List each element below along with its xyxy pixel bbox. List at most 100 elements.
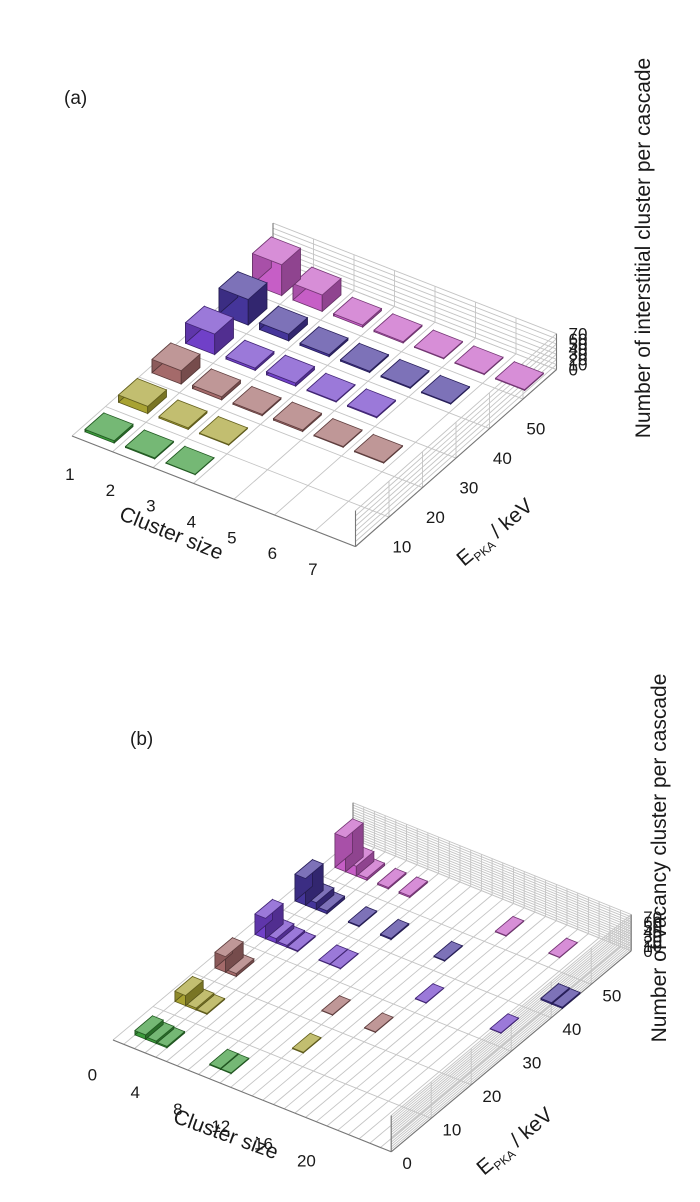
z-tick-label: 70	[569, 325, 588, 344]
bar-a-e3-x2	[225, 339, 275, 372]
bar-b-e5-x5	[376, 867, 407, 890]
bar-a-e1-x3	[198, 415, 249, 447]
x-tick-label: 8	[173, 1100, 182, 1119]
y-tick-label: 50	[602, 987, 621, 1006]
panel-label: (b)	[130, 729, 153, 750]
bar-a-e4-x4	[339, 342, 390, 374]
x-axis-label: Cluster size	[116, 502, 226, 564]
y-tick-label: 30	[522, 1054, 541, 1073]
z-tick-label: 50	[569, 335, 588, 354]
bar-a-e5-x7	[494, 360, 545, 392]
x-tick-label: 5	[227, 528, 236, 547]
bar-a-e2-x2	[191, 368, 242, 401]
bar-b-e0-x8	[209, 1048, 239, 1071]
bar-b-e3-x23	[489, 1012, 520, 1035]
bar-b-e5-x7	[398, 876, 429, 899]
bar-a-e2-x6	[353, 433, 404, 464]
bar-a-e3-x5	[346, 388, 397, 419]
y-tick-label: 0	[402, 1154, 411, 1173]
bar-b-e2-x11	[321, 994, 351, 1017]
z-tick-label: 10	[569, 356, 588, 375]
z-tick-label: 60	[569, 330, 588, 349]
y-axis-label-unit: / keV	[502, 1103, 558, 1155]
bar-b-e3-x7	[318, 944, 349, 966]
bar-a-e0-x3	[165, 445, 215, 476]
bar-b-e4-x6	[347, 905, 378, 928]
bar-a-e3-x4	[306, 372, 356, 403]
x-tick-label: 16	[254, 1134, 273, 1153]
z-tick-label: 0	[569, 361, 578, 380]
y-tick-label: 40	[493, 449, 512, 468]
x-tick-label: 0	[88, 1066, 97, 1085]
z-tick-label: 10	[643, 937, 662, 956]
x-tick-label: 1	[65, 465, 74, 484]
z-tick-label: 50	[643, 918, 662, 937]
bars	[84, 236, 545, 476]
bar-b-e4-x1	[294, 858, 324, 907]
bar-b-e5-x1	[334, 817, 364, 873]
bar-b-e5-x21	[548, 937, 578, 959]
x-tick-label: 20	[297, 1152, 316, 1171]
y-tick-label: 30	[459, 479, 478, 498]
bars	[134, 817, 581, 1075]
z-tick-label: 40	[643, 922, 662, 941]
bar-b-e1-x1	[174, 975, 204, 1007]
x-tick-label: 6	[268, 544, 277, 563]
y-tick-label: 10	[392, 538, 411, 557]
bar-b-e2-x1	[214, 936, 244, 974]
bar-a-e0-x2	[124, 429, 175, 460]
z-tick-label: 20	[643, 932, 662, 951]
panel-label: (a)	[64, 88, 87, 109]
axis-frame	[112, 802, 632, 1153]
bar-a-e1-x2	[158, 399, 208, 431]
y-tick-label: 50	[526, 420, 545, 439]
y-tick-label: 20	[482, 1087, 501, 1106]
z-tick-label: 40	[569, 340, 588, 359]
y-axis-label: EPKA / keV	[472, 1103, 559, 1182]
z-tick-label: 30	[569, 345, 588, 364]
bar-b-e4-x14	[433, 940, 464, 962]
z-tick-label: 70	[643, 908, 662, 927]
bar-a-e3-x1	[184, 305, 235, 356]
bar-a-e5-x3	[332, 296, 383, 329]
bar-a-e1-x1	[117, 377, 168, 415]
bar-a-e5-x5	[413, 329, 464, 360]
bar-a-e2-x3	[232, 385, 282, 417]
bar-b-e5-x16	[494, 915, 525, 938]
bar-a-e0-x1	[84, 412, 134, 444]
y-tick-label: 20	[426, 508, 445, 527]
bar-b-e2-x15	[363, 1012, 394, 1034]
x-tick-label: 4	[130, 1083, 139, 1102]
bar-a-e5-x4	[373, 312, 423, 344]
x-tick-label: 3	[146, 497, 155, 516]
y-axis-label-unit: / keV	[482, 494, 538, 546]
bar-b-e3-x16	[414, 982, 445, 1005]
x-tick-label: 4	[187, 513, 196, 532]
z-axis-label: Number of vacancy cluster per cascade	[648, 674, 671, 1043]
bar-b-e4-x9	[379, 918, 410, 941]
bar-a-e2-x1	[151, 342, 201, 385]
z-axis-label: Number of interstitial cluster per casca…	[632, 58, 655, 439]
bar-a-e4-x2	[258, 305, 309, 342]
bar-a-e5-x6	[454, 345, 504, 376]
z-tick-label: 30	[643, 927, 662, 946]
bar-a-e4-x6	[420, 374, 471, 405]
bar-a-e3-x3	[265, 354, 316, 388]
z-tick-label: 0	[643, 942, 652, 961]
x-tick-label: 7	[308, 560, 317, 579]
x-tick-label: 2	[106, 481, 115, 500]
y-tick-label: 10	[442, 1121, 461, 1140]
bar-a-e5-x2	[292, 266, 342, 313]
y-tick-label: 40	[562, 1020, 581, 1039]
bar-b-e3-x1	[254, 898, 284, 940]
bar-b-e1-x12	[291, 1032, 322, 1054]
bar-b-e0-x1	[134, 1014, 164, 1041]
bar-a-e2-x5	[313, 417, 363, 449]
z-tick-label: 60	[643, 913, 662, 932]
bar-a-e2-x4	[272, 401, 323, 433]
y-axis-label: EPKA / keV	[452, 494, 539, 573]
chart-panel-a: 12345671020304050010203040506070Cluster …	[64, 58, 655, 579]
